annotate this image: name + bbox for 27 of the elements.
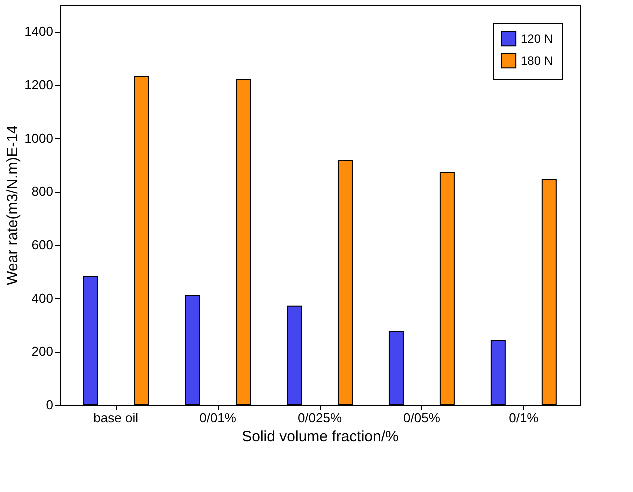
bar xyxy=(542,179,557,406)
y-tick-label: 600 xyxy=(32,238,54,252)
bar xyxy=(388,331,404,406)
y-tick-label: 1000 xyxy=(24,130,54,146)
x-tick-label: 0/05% xyxy=(404,410,441,426)
x-tick-label: 0/025% xyxy=(298,410,342,426)
legend-label: 180 N xyxy=(521,54,554,68)
y-tick-label: 200 xyxy=(32,344,54,360)
y-tick-label: 800 xyxy=(32,184,54,200)
bar xyxy=(83,276,98,406)
y-tick-label: 0 xyxy=(46,398,54,412)
legend-label: 120 N xyxy=(521,32,554,46)
y-tick-label: 1400 xyxy=(24,24,54,40)
bar xyxy=(236,79,252,406)
x-axis-title: Solid volume fraction/% xyxy=(242,428,399,446)
y-tick-label: 1200 xyxy=(24,78,54,92)
bar xyxy=(134,76,150,406)
x-tick-label: base oil xyxy=(94,410,139,426)
bar xyxy=(185,295,200,406)
bar xyxy=(338,160,353,406)
bar xyxy=(490,340,506,406)
bar xyxy=(287,306,302,406)
y-tick-label: 400 xyxy=(32,290,54,306)
x-tick-label: 0/01% xyxy=(200,410,237,426)
y-axis-title: Wear rate(m3/N.m)E-14 xyxy=(4,126,22,286)
x-tick-label: 0/1% xyxy=(509,410,540,426)
bar xyxy=(440,172,455,406)
